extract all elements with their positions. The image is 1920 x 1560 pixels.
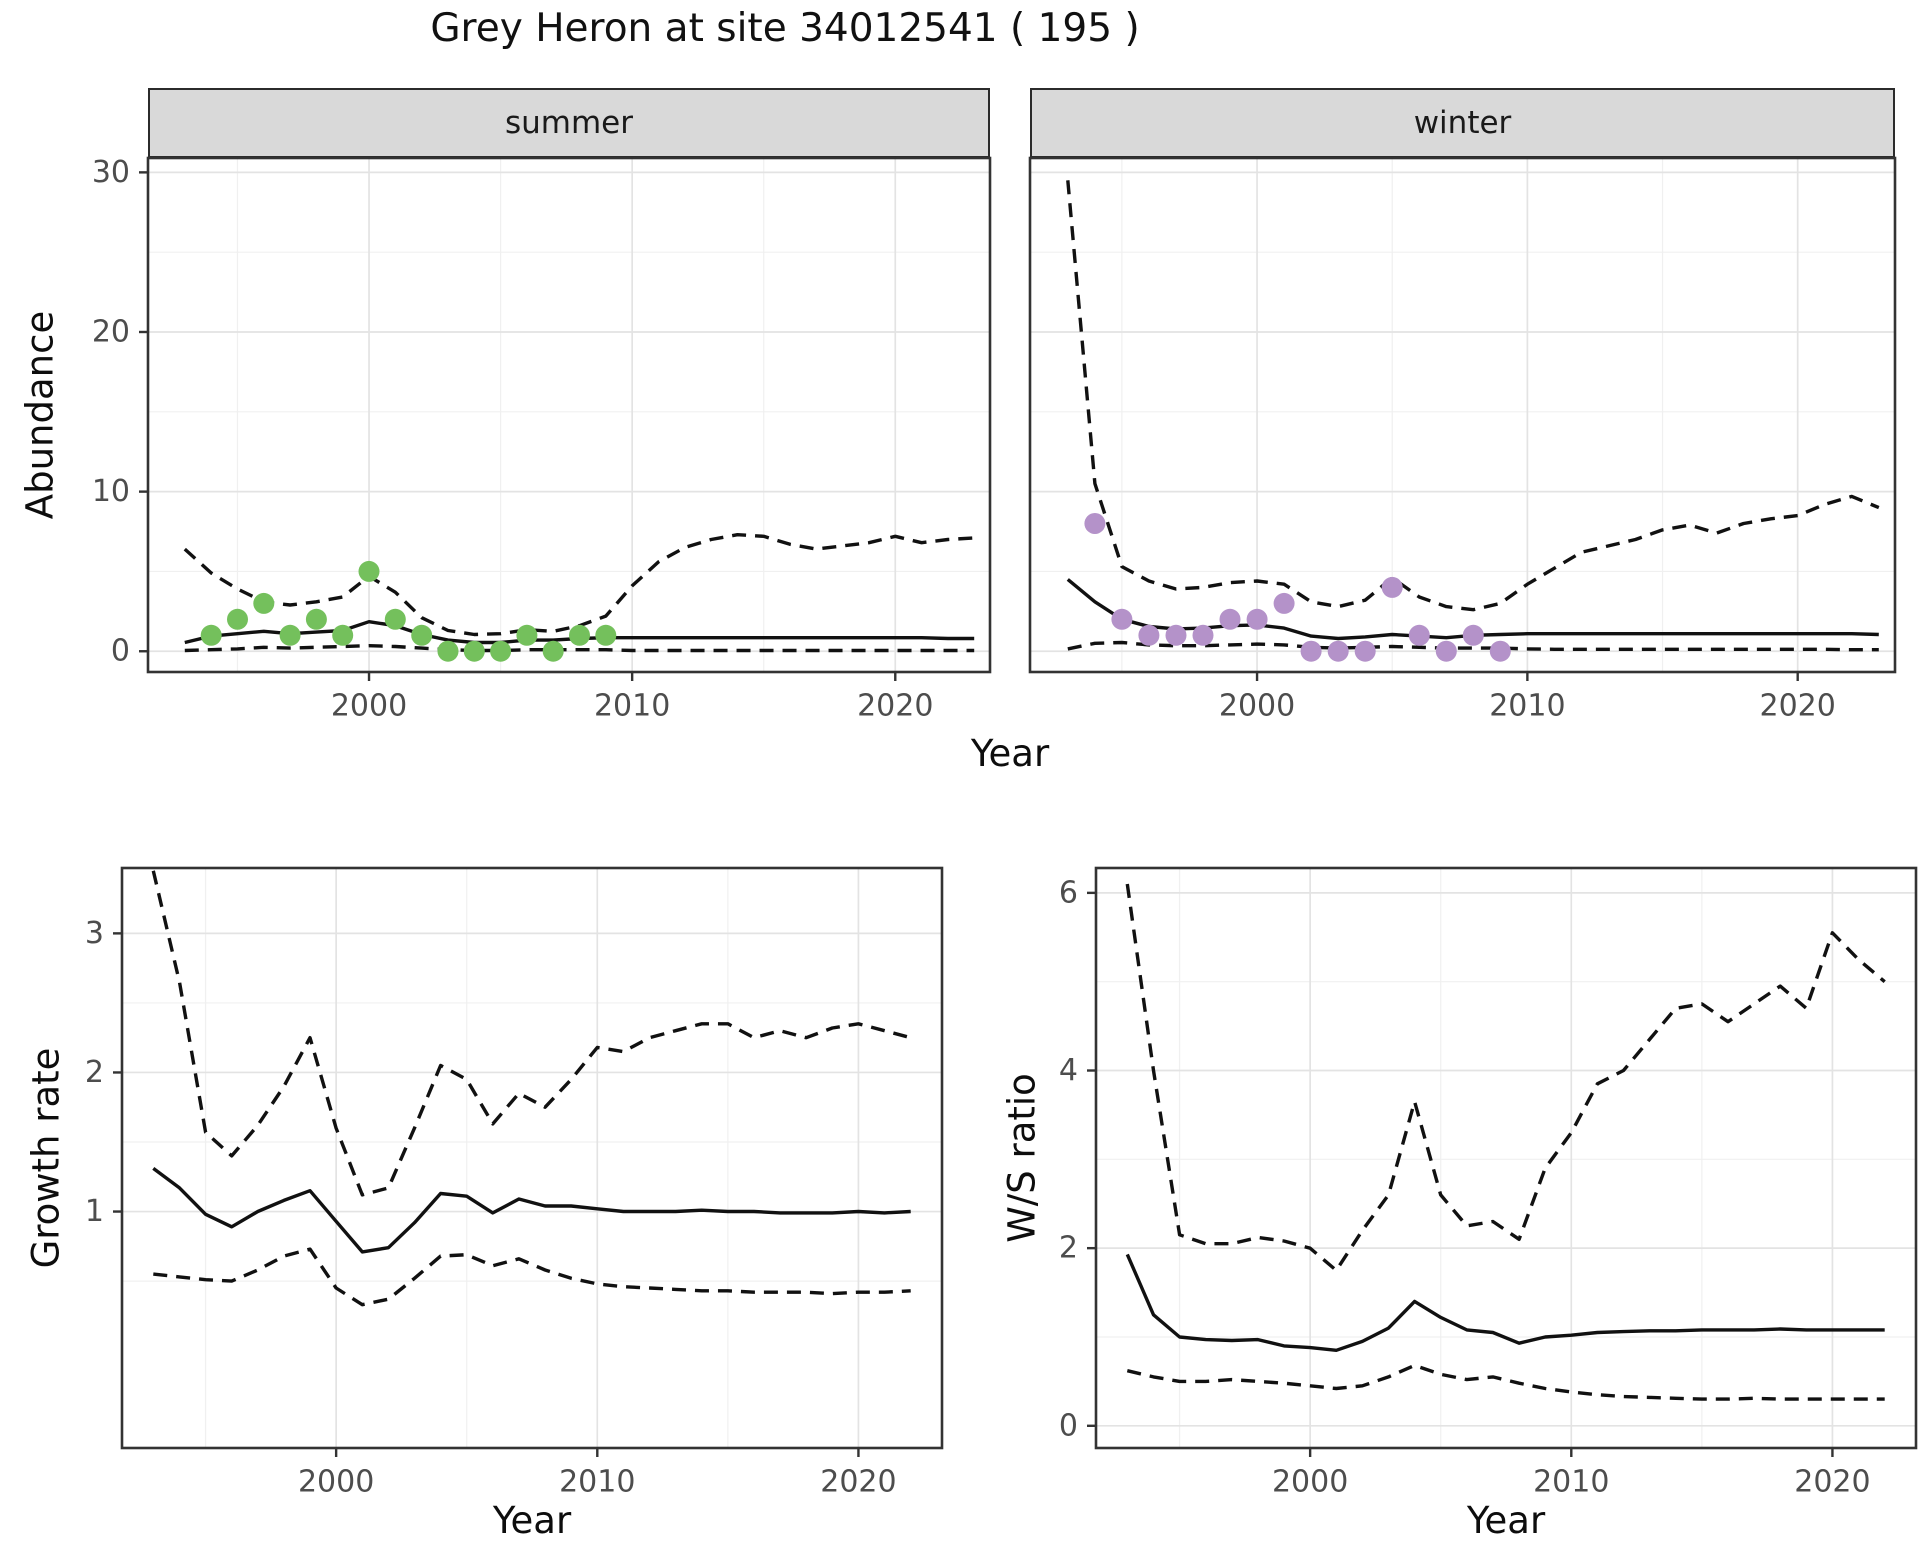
facet-strip-label: winter (1413, 105, 1512, 141)
svg-text:30: 30 (92, 155, 130, 190)
gridlines-minor (122, 868, 942, 1448)
abundance-axis-label: Abundance (18, 310, 62, 520)
svg-text:2010: 2010 (594, 689, 670, 724)
svg-text:2000: 2000 (1272, 1465, 1348, 1500)
svg-text:2020: 2020 (857, 689, 933, 724)
svg-text:4: 4 (1059, 1053, 1078, 1088)
axis-ticks: 2000 2010 2020 0 10 20 30 (92, 155, 934, 724)
panel-background (122, 868, 942, 1448)
mean-line (1125, 1253, 1885, 1352)
svg-text:2020: 2020 (1760, 689, 1836, 724)
growth-rate-axis-label: Growth rate (24, 1047, 68, 1269)
svg-text:0: 0 (1059, 1408, 1078, 1443)
facet-strip-summer: summer (148, 88, 990, 158)
chart-growth-rate: 2000 2010 2020 1 2 3 (85, 866, 944, 1500)
facet-strip-label: summer (504, 105, 633, 141)
lower-ci-line (184, 644, 975, 653)
axis-ticks: 2000 2010 2020 1 2 3 (85, 916, 897, 1500)
svg-text:1: 1 (85, 1194, 104, 1229)
panel-border (1094, 866, 1918, 1450)
svg-text:6: 6 (1059, 875, 1078, 910)
svg-text:0: 0 (111, 634, 130, 669)
chart-ws-ratio: 2000 2010 2020 0 2 4 6 (1059, 866, 1918, 1500)
observation-points (1084, 513, 1511, 662)
lower-ci-line (1067, 640, 1879, 652)
svg-text:2000: 2000 (1219, 689, 1295, 724)
panel-border (120, 866, 944, 1450)
ws-ratio-axis-label: W/S ratio (1000, 1073, 1044, 1243)
chart-abundance-winter: 2000 2010 2020 (1028, 156, 1897, 724)
axis-ticks: 2000 2010 2020 (1219, 672, 1836, 724)
svg-text:10: 10 (92, 474, 130, 509)
panel-border (1028, 156, 1897, 674)
page-title: Grey Heron at site 34012541 ( 195 ) (430, 6, 1140, 51)
svg-text:2: 2 (1059, 1231, 1078, 1266)
svg-text:2020: 2020 (820, 1465, 896, 1500)
year-axis-label-ws: Year (1466, 1499, 1546, 1542)
gridlines-major (148, 158, 990, 672)
panel-border (146, 156, 992, 674)
year-axis-label-top: Year (970, 732, 1050, 775)
svg-text:2000: 2000 (331, 689, 407, 724)
gridlines-major (1096, 868, 1916, 1448)
svg-text:2010: 2010 (559, 1465, 635, 1500)
facet-strip-winter: winter (1030, 88, 1895, 158)
gridlines-major (1030, 158, 1895, 672)
gridlines-minor (148, 158, 990, 672)
gridlines-minor (1030, 158, 1895, 672)
axis-ticks: 2000 2010 2020 0 2 4 6 (1059, 875, 1871, 1499)
svg-text:2010: 2010 (1533, 1465, 1609, 1500)
panel-background (148, 158, 990, 672)
upper-ci-line (151, 870, 912, 1197)
lower-ci-line (1126, 1363, 1885, 1401)
observation-points (200, 560, 617, 662)
panel-background (1096, 868, 1916, 1448)
chart-abundance-summer: 2000 2010 2020 0 10 20 30 (92, 155, 992, 724)
svg-text:2020: 2020 (1794, 1465, 1870, 1500)
svg-text:2010: 2010 (1489, 689, 1565, 724)
svg-text:2: 2 (85, 1055, 104, 1090)
upper-ci-line (1066, 180, 1880, 612)
svg-text:2000: 2000 (298, 1465, 374, 1500)
mean-line (152, 1167, 911, 1254)
year-axis-label-growth: Year (492, 1499, 572, 1542)
svg-text:20: 20 (92, 314, 130, 349)
svg-text:3: 3 (85, 916, 104, 951)
panel-background (1030, 158, 1895, 672)
